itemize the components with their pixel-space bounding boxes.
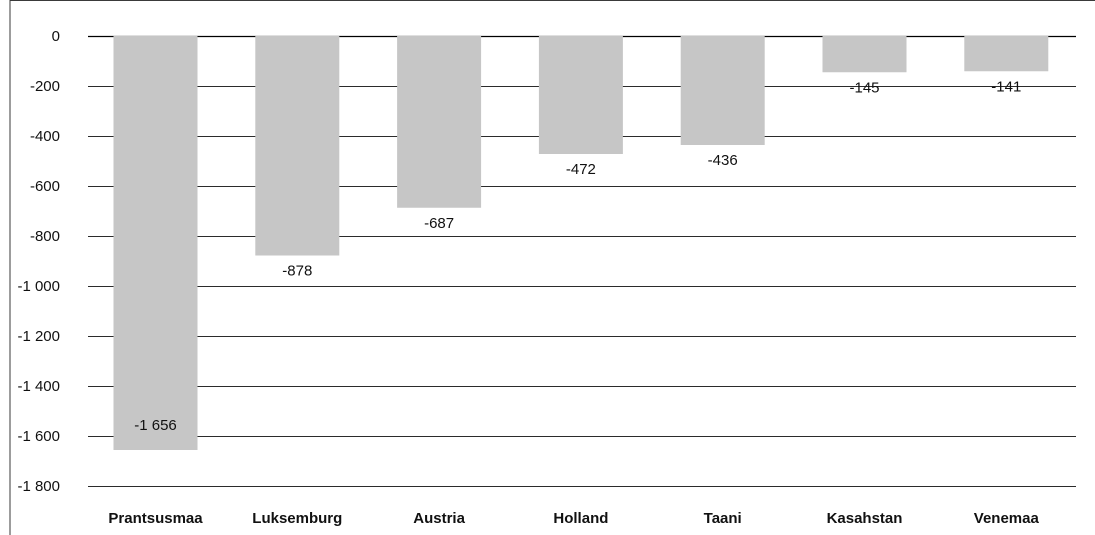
x-category-label: Kasahstan: [827, 510, 903, 527]
bar: [255, 36, 340, 256]
y-tick-label: -1 600: [17, 428, 60, 445]
y-tick-label: 0: [52, 28, 60, 45]
y-tick-label: -1 200: [17, 328, 60, 345]
bar: [680, 36, 765, 145]
y-tick-label: -400: [30, 128, 60, 145]
bar-value-label: -145: [849, 79, 879, 96]
y-axis-tick-labels: 0 -200 -400 -600 -800 -1 000 -1 200 -1 400 -1 60…: [17, 28, 60, 495]
bars: [113, 36, 1049, 450]
x-category-label: Luksemburg: [252, 510, 342, 527]
data-labels: -1 656 -878 -687 -472 -436 -145 -141: [134, 78, 1021, 434]
bar-value-label: -436: [708, 152, 738, 169]
x-category-label: Holland: [553, 510, 608, 527]
bar: [397, 36, 482, 208]
y-tick-label: -800: [30, 228, 60, 245]
bar-value-label: -1 656: [134, 417, 177, 434]
x-category-label: Austria: [413, 510, 465, 527]
bar: [822, 36, 907, 73]
x-category-label: Venemaa: [974, 510, 1040, 527]
y-tick-label: -1 000: [17, 278, 60, 295]
x-category-label: Prantsusmaa: [108, 510, 203, 527]
y-tick-label: -1 400: [17, 378, 60, 395]
x-category-label: Taani: [704, 510, 742, 527]
y-tick-label: -1 800: [17, 478, 60, 495]
bar-value-label: -687: [424, 215, 454, 232]
bar-value-label: -141: [991, 78, 1021, 95]
bar-value-label: -472: [566, 161, 596, 178]
x-axis-category-labels: Prantsusmaa Luksemburg Austria Holland Taani…: [108, 510, 1039, 527]
y-tick-label: -600: [30, 178, 60, 195]
y-tick-label: -200: [30, 78, 60, 95]
bar: [113, 36, 198, 450]
bar: [538, 36, 623, 154]
bar: [964, 36, 1049, 72]
bar-value-label: -878: [282, 263, 312, 280]
